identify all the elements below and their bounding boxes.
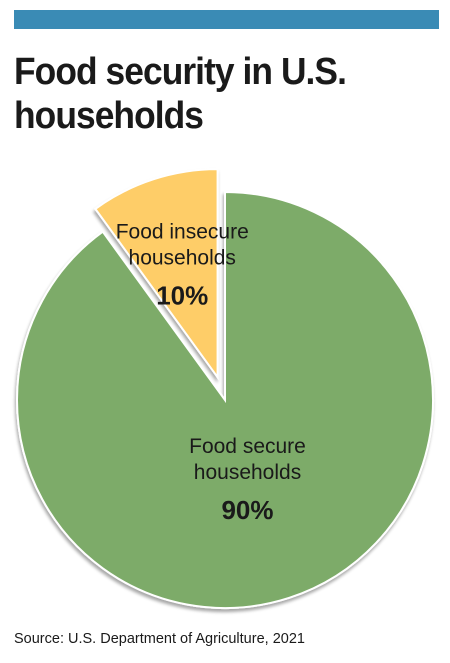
slice-label-1-line-0: Food secure xyxy=(189,435,306,458)
pie-chart: Food insecure households 10% Food secure hou… xyxy=(16,168,434,609)
slice-label-0-line-1: households xyxy=(129,246,236,269)
pie-slice-0 xyxy=(93,168,219,381)
pie-slice-1 xyxy=(16,190,434,609)
slice-label-0-line-0: Food insecure xyxy=(116,220,249,243)
slice-value-0: 10% xyxy=(156,280,208,310)
slice-value-1: 90% xyxy=(221,495,273,525)
source-note: Source: U.S. Department of Agriculture, … xyxy=(14,631,305,647)
slice-label-1-line-1: households xyxy=(194,461,301,484)
chart-title: Food security in U.S. households xyxy=(14,51,347,137)
top-accent-bar xyxy=(14,10,439,29)
